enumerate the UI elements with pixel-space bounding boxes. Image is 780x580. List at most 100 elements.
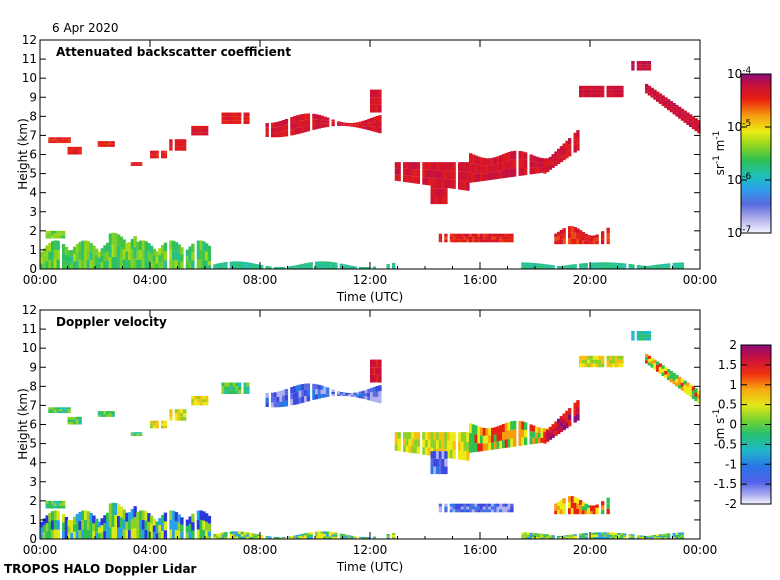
velocity-ylabel: Height (km) [16, 388, 30, 459]
backscatter-cell [348, 267, 352, 269]
backscatter-cell [199, 125, 203, 130]
x-tick-label: 00:00 [23, 543, 58, 557]
velocity-cell [207, 523, 212, 532]
backscatter-cell [493, 236, 498, 240]
backscatter-cell [86, 241, 91, 251]
velocity-cell [557, 428, 561, 435]
backscatter-cell [273, 267, 278, 269]
velocity-cell [444, 451, 448, 459]
backscatter-cell [97, 263, 102, 269]
backscatter-cell [100, 141, 104, 144]
backscatter-cell [70, 250, 74, 257]
velocity-cell [551, 433, 555, 438]
velocity-cell [656, 368, 660, 372]
backscatter-cell [345, 267, 349, 269]
velocity-cell [345, 536, 349, 538]
backscatter-cell [463, 233, 467, 237]
velocity-cell [290, 537, 294, 539]
velocity-cell [537, 537, 542, 539]
velocity-cell [482, 443, 487, 451]
velocity-cell [658, 537, 663, 539]
backscatter-cell [139, 163, 143, 165]
backscatter-cell [444, 239, 448, 243]
velocity-cell [191, 402, 195, 406]
velocity-cell [367, 392, 371, 397]
velocity-cell [548, 537, 553, 539]
velocity-cell [656, 534, 660, 537]
velocity-cell [488, 428, 492, 436]
backscatter-cell [645, 83, 649, 88]
backscatter-cell [323, 266, 327, 269]
velocity-cell [551, 536, 555, 538]
velocity-cell [554, 503, 558, 508]
backscatter-cell [488, 172, 492, 181]
backscatter-cell [235, 112, 239, 117]
backscatter-cell [199, 259, 203, 269]
backscatter-cell [579, 265, 583, 268]
backscatter-cell [372, 116, 377, 122]
backscatter-cell [315, 114, 319, 120]
backscatter-cell [653, 92, 657, 97]
backscatter-cell [579, 267, 583, 269]
backscatter-cell [317, 261, 322, 264]
velocity-cell [282, 536, 286, 538]
backscatter-cell [48, 242, 52, 252]
backscatter-cell [238, 266, 242, 269]
y-tick-label: 10 [22, 341, 37, 355]
backscatter-cell [521, 159, 525, 168]
backscatter-cell [271, 127, 275, 133]
backscatter-cell [650, 265, 654, 267]
velocity-cell [372, 536, 377, 538]
backscatter-cell [339, 123, 344, 125]
backscatter-cell [543, 265, 547, 268]
colorbar-tick-label: 10-6 [727, 172, 752, 187]
velocity-cell [612, 536, 616, 539]
velocity-cell [628, 534, 632, 536]
backscatter-cell [386, 265, 390, 268]
y-tick-label: 7 [29, 398, 37, 412]
backscatter-cell [617, 89, 621, 94]
backscatter-cell [436, 170, 440, 179]
backscatter-cell [282, 125, 286, 132]
velocity-cell [326, 534, 330, 537]
velocity-cell [557, 501, 561, 506]
velocity-cell [348, 537, 352, 539]
backscatter-cell [562, 143, 566, 150]
velocity-cell [436, 440, 440, 449]
velocity-cell [67, 419, 71, 422]
velocity-cell [51, 529, 55, 539]
velocity-cell [298, 534, 302, 536]
velocity-cell [295, 391, 300, 398]
backscatter-cell [430, 188, 434, 197]
backscatter-cell [298, 264, 302, 266]
velocity-cell [444, 506, 448, 510]
y-tick-label: 5 [29, 437, 37, 451]
backscatter-cell [507, 239, 511, 243]
velocity-cell [45, 531, 49, 539]
backscatter-cell [48, 260, 52, 269]
velocity-cell [59, 505, 63, 509]
velocity-cell [669, 371, 674, 375]
backscatter-cell [106, 251, 110, 261]
backscatter-cell [658, 267, 663, 269]
backscatter-cell [427, 162, 432, 170]
backscatter-cell [658, 265, 663, 268]
velocity-cell [139, 520, 143, 530]
backscatter-cell [590, 264, 594, 267]
velocity-cell [546, 433, 550, 438]
backscatter-cell [568, 144, 572, 151]
backscatter-cell [326, 120, 330, 124]
backscatter-cell [331, 262, 335, 265]
backscatter-cell [658, 93, 663, 97]
backscatter-cell [221, 120, 225, 124]
velocity-cell [361, 393, 366, 397]
backscatter-cell [678, 262, 682, 265]
velocity-cell [125, 530, 129, 539]
velocity-cell [411, 439, 415, 447]
backscatter-cell [590, 85, 594, 90]
backscatter-cell [392, 264, 396, 267]
backscatter-cell [279, 267, 283, 269]
velocity-cell [372, 386, 377, 392]
velocity-cell [375, 367, 379, 375]
backscatter-cell [587, 241, 591, 245]
